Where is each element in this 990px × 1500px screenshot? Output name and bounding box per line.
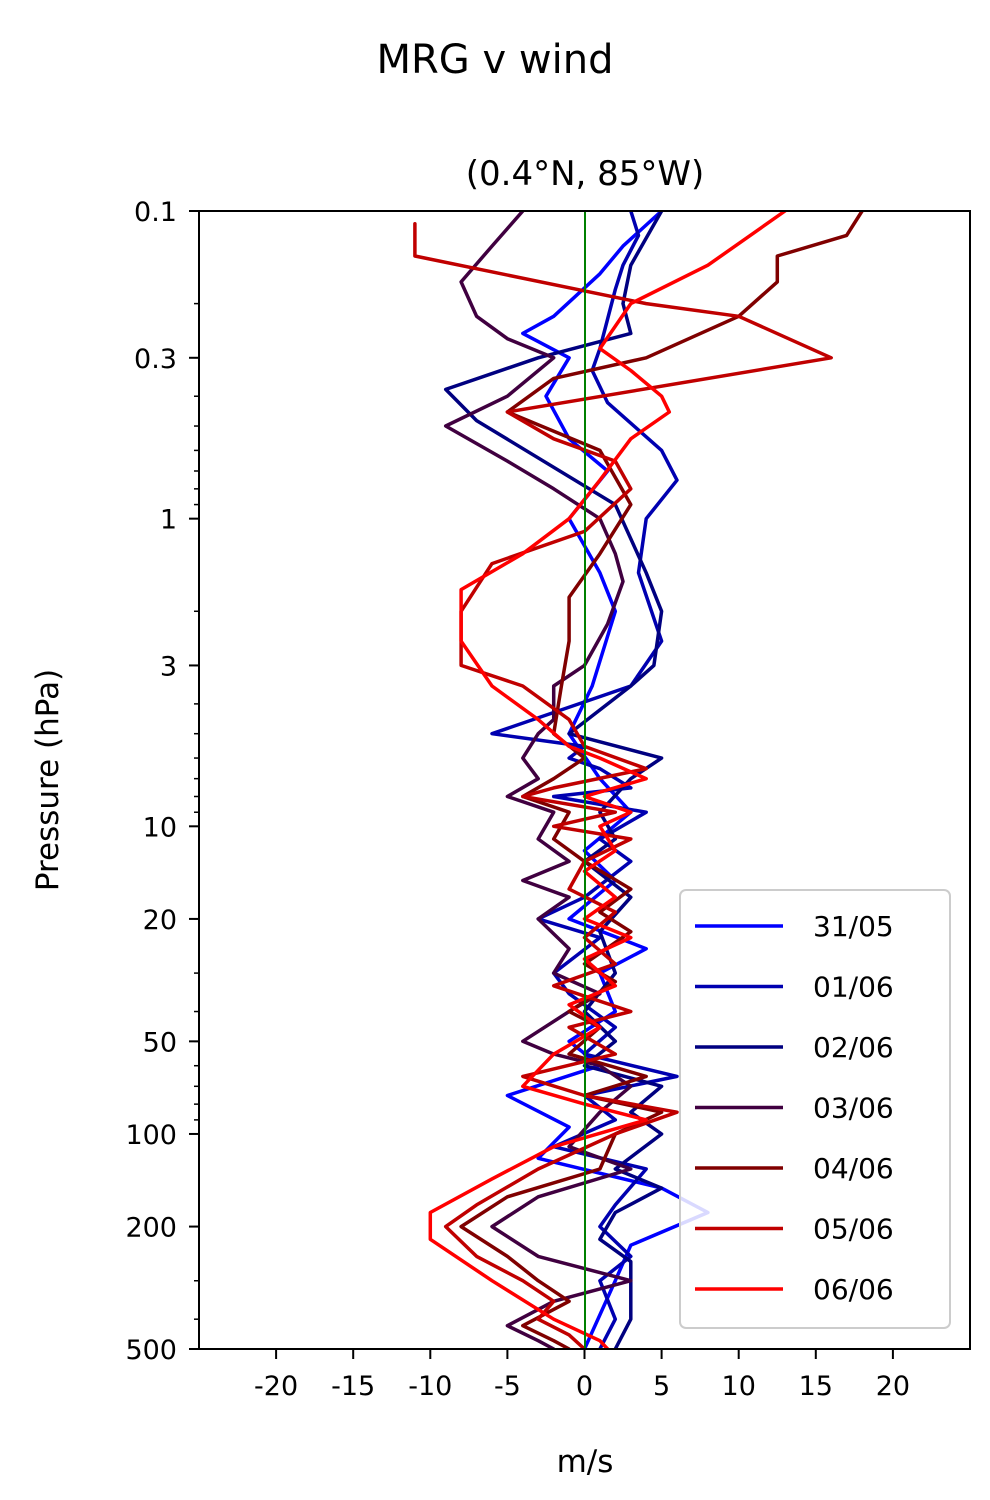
legend-label: 02/06 [813, 1031, 894, 1064]
y-tick-label: 50 [143, 1027, 177, 1058]
legend: 31/05 01/06 02/06 03/06 04/06 05/06 06/06 [679, 889, 951, 1329]
y-tick-label: 200 [125, 1213, 177, 1244]
x-tick-label: 20 [876, 1371, 910, 1402]
legend-label: 01/06 [813, 971, 894, 1004]
legend-label: 04/06 [813, 1152, 894, 1185]
y-tick-label: 1 [160, 505, 177, 536]
x-axis-ticks: -20 -15 -10 -5 0 5 10 15 20 [254, 1349, 910, 1402]
y-tick-label: 100 [125, 1120, 177, 1151]
series-line-05-06 [413, 221, 833, 1349]
x-tick-label: 5 [653, 1371, 670, 1402]
axes-title: (0.4°N, 85°W) [466, 154, 705, 194]
legend-label: 31/05 [813, 910, 894, 943]
y-tick-label: 3 [160, 651, 177, 682]
series-line-04-06 [459, 211, 864, 1349]
x-tick-label: 0 [576, 1371, 593, 1402]
x-tick-label: -15 [331, 1371, 375, 1402]
y-tick-label: 20 [143, 905, 177, 936]
y-tick-label: 10 [143, 812, 177, 843]
x-tick-label: -20 [254, 1371, 298, 1402]
x-tick-label: 15 [799, 1371, 833, 1402]
x-tick-label: -10 [408, 1371, 452, 1402]
x-axis-label: m/s [557, 1444, 614, 1480]
figure-suptitle: MRG v wind [377, 37, 614, 83]
plot-frame [198, 210, 971, 1350]
legend-label: 05/06 [813, 1213, 894, 1246]
x-tick-label: -5 [494, 1371, 521, 1402]
legend-label: 03/06 [813, 1092, 894, 1125]
x-tick-label: 10 [722, 1371, 756, 1402]
series-line-02-06 [443, 211, 664, 1349]
y-tick-label: 0.1 [134, 197, 177, 228]
y-axis-ticks: 0.1 0.3 1 3 10 20 50 100 200 500 [125, 197, 199, 1366]
series-line-06-06 [428, 211, 787, 1349]
y-tick-label: 500 [125, 1335, 177, 1366]
legend-label: 06/06 [813, 1273, 894, 1306]
legend-box [679, 889, 951, 1329]
y-tick-label: 0.3 [134, 344, 177, 375]
y-axis-label: Pressure (hPa) [30, 669, 66, 891]
